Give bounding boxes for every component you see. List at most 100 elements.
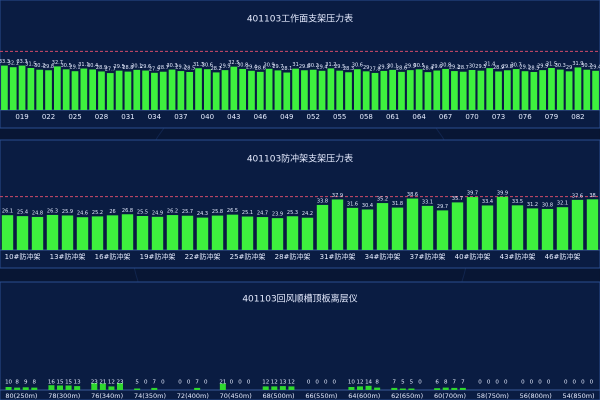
bar <box>211 215 224 250</box>
data-label: 31.5 <box>546 62 557 68</box>
data-label: 12 <box>288 380 295 386</box>
data-label: 37.6 <box>572 193 583 199</box>
x-tick-label: 37#防冲架 <box>410 252 446 261</box>
bar <box>136 216 149 250</box>
x-tick-label: 28#防冲架 <box>275 252 311 261</box>
bar <box>399 388 406 390</box>
data-label: 26.1 <box>2 209 13 215</box>
data-label: 29.1 <box>519 65 530 71</box>
data-label: 0 <box>161 380 165 386</box>
bar <box>27 68 35 110</box>
data-label: 39.7 <box>467 191 478 197</box>
bar <box>301 217 314 250</box>
bar <box>391 387 398 390</box>
data-label: 0 <box>187 380 191 386</box>
bar <box>283 72 291 110</box>
x-tick-label: 079 <box>545 113 558 121</box>
bar <box>226 214 239 250</box>
bar <box>301 70 308 110</box>
data-label: 29.8 <box>299 64 310 70</box>
data-label: 0 <box>538 380 542 386</box>
bar <box>241 216 254 250</box>
data-label: 25.2 <box>92 210 103 216</box>
bar <box>451 202 464 250</box>
bar <box>354 69 361 110</box>
x-tick-label: 74(350m) <box>134 392 166 400</box>
data-label: 28.4 <box>422 66 433 72</box>
data-label: 26.3 <box>47 208 58 214</box>
data-label: 5 <box>135 380 139 386</box>
data-label: 28.9 <box>96 65 107 71</box>
x-tick-label: 25#防冲架 <box>230 252 266 261</box>
data-label: 27.9 <box>149 66 160 72</box>
data-label: 0 <box>495 380 499 386</box>
data-label: 30.1 <box>131 63 142 69</box>
bar <box>511 205 524 250</box>
bar <box>177 71 185 110</box>
data-label: 15 <box>65 380 72 386</box>
data-label: 31.2 <box>527 202 538 208</box>
data-label: 0 <box>204 380 208 386</box>
x-tick-label: 043 <box>227 113 240 121</box>
data-label: 0 <box>247 380 251 386</box>
data-label: 0 <box>307 380 311 386</box>
x-tick-label: 022 <box>42 113 55 121</box>
data-label: 30.8 <box>440 62 451 68</box>
data-label: 29.9 <box>405 64 416 70</box>
data-label: 29.1 <box>69 65 80 71</box>
data-label: 15 <box>57 380 64 386</box>
data-label: 12 <box>262 380 269 386</box>
bar <box>98 71 105 110</box>
x-tick-label: 43#防冲架 <box>500 252 536 261</box>
data-label: 25.9 <box>62 209 73 215</box>
x-tick-label: 56(800m) <box>520 392 552 400</box>
data-label: 7 <box>453 380 457 386</box>
data-label: 29.9 <box>219 64 230 70</box>
bar <box>256 217 269 250</box>
bar <box>586 199 599 250</box>
data-label: 33.4 <box>482 199 493 205</box>
data-label: 9 <box>24 380 28 386</box>
bar <box>194 387 201 390</box>
bar <box>481 205 494 250</box>
panel <box>0 281 600 400</box>
bar <box>168 69 176 110</box>
data-label: 28.5 <box>184 66 195 72</box>
data-label: 25.1 <box>242 210 253 216</box>
bar <box>31 216 44 250</box>
bar <box>316 204 329 250</box>
bar <box>331 199 344 250</box>
bar <box>14 387 21 390</box>
data-label: 33.8 <box>317 198 328 204</box>
bar <box>195 68 202 110</box>
x-tick-label: 061 <box>386 113 399 121</box>
bar <box>265 68 273 110</box>
data-label: 0 <box>590 380 594 386</box>
data-label: 24.7 <box>257 211 268 217</box>
bar <box>45 70 52 110</box>
data-label: 31.5 <box>25 62 36 68</box>
data-label: 8 <box>375 380 379 386</box>
x-tick-label: 64(600m) <box>348 392 380 400</box>
data-label: 23 <box>117 380 124 386</box>
bar <box>459 387 466 390</box>
data-label: 39.9 <box>497 190 508 196</box>
data-label: 25.3 <box>287 210 298 216</box>
x-tick-label: 66(550m) <box>305 392 337 400</box>
bar <box>288 386 295 390</box>
data-label: 0 <box>581 380 585 386</box>
bar <box>117 383 123 390</box>
bar <box>230 66 238 110</box>
bar <box>89 69 96 110</box>
chart-title: 401103工作面支架压力表 <box>247 13 353 25</box>
data-label: 0 <box>547 380 551 386</box>
bar <box>477 70 485 110</box>
data-label: 8 <box>15 380 19 386</box>
bar <box>361 209 374 250</box>
data-label: 0 <box>230 380 234 386</box>
bar <box>186 72 194 110</box>
bar <box>262 386 269 390</box>
x-tick-label: 031 <box>121 113 134 121</box>
data-label: 24.2 <box>302 211 313 217</box>
